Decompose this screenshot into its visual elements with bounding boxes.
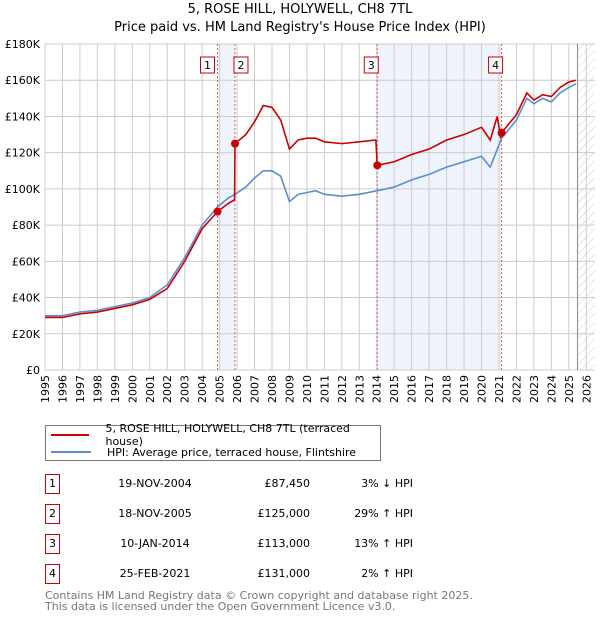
footer-licence: This data is licensed under the Open Gov… xyxy=(45,600,396,613)
sale-row: 2 18-NOV-2005 £125,000 29% ↑ HPI xyxy=(45,504,413,524)
y-tick-label: £40K xyxy=(12,292,41,305)
x-tick-label: 2023 xyxy=(528,375,541,403)
legend-label: 5, ROSE HILL, HOLYWELL, CH8 7TL (terrace… xyxy=(105,422,350,448)
sale-marker-label: 2 xyxy=(237,59,244,72)
y-tick-label: £120K xyxy=(5,147,41,160)
chart-subtitle: Price paid vs. HM Land Registry's House … xyxy=(114,20,486,35)
footer-copyright: Contains HM Land Registry data © Crown c… xyxy=(45,589,473,602)
x-tick-label: 2013 xyxy=(353,375,366,403)
sale-price: £113,000 xyxy=(257,537,311,550)
x-tick-label: 1996 xyxy=(56,375,69,403)
x-tick-label: 1998 xyxy=(91,375,104,403)
sale-price: £87,450 xyxy=(264,477,311,490)
x-tick-label: 2003 xyxy=(179,375,192,403)
x-tick-label: 1997 xyxy=(74,375,87,403)
hpi-line xyxy=(45,83,577,317)
x-tick-label: 2004 xyxy=(196,375,209,403)
sale-marker-label: 3 xyxy=(368,59,375,72)
sale-hpi-diff: 3% ↓ HPI xyxy=(361,477,413,490)
legend: 5, ROSE HILL, HOLYWELL, CH8 7TL (terrace… xyxy=(45,422,381,461)
sale-price: £131,000 xyxy=(257,567,311,580)
x-tick-label: 1999 xyxy=(109,375,122,403)
x-tick-label: 2014 xyxy=(371,375,384,403)
sale-hpi-diff: 29% ↑ HPI xyxy=(354,507,413,520)
sale-marker-box xyxy=(488,56,504,74)
sale-row: 4 25-FEB-2021 £131,000 2% ↑ HPI xyxy=(45,564,413,584)
sale-date: 25-FEB-2021 xyxy=(119,567,191,580)
sale-marker-badge: 4 xyxy=(45,564,60,584)
shaded-range xyxy=(377,44,502,370)
x-tick-label: 2015 xyxy=(388,375,401,403)
x-tick-label: 2017 xyxy=(423,375,436,403)
property-price-line xyxy=(45,79,576,319)
sale-date: 19-NOV-2004 xyxy=(118,477,192,490)
x-tick-label: 2022 xyxy=(510,375,523,403)
sale-row: 1 19-NOV-2004 £87,450 3% ↓ HPI xyxy=(45,474,413,494)
x-tick-label: 2012 xyxy=(336,375,349,403)
shaded-range xyxy=(217,44,235,370)
sale-price: £125,000 xyxy=(257,507,311,520)
x-tick-label: 1995 xyxy=(39,375,52,403)
x-tick-label: 2011 xyxy=(318,375,331,403)
blue-line-swatch xyxy=(51,451,91,453)
sale-marker-badge: 3 xyxy=(45,534,60,554)
red-line-swatch xyxy=(51,434,90,436)
sale-marker-box xyxy=(363,56,379,74)
x-tick-label: 2001 xyxy=(144,375,157,403)
y-tick-label: £160K xyxy=(5,74,41,87)
y-tick-label: £60K xyxy=(12,255,41,268)
x-tick-label: 2005 xyxy=(214,375,227,403)
x-tick-label: 2021 xyxy=(493,375,506,403)
y-tick-label: £20K xyxy=(12,328,41,341)
x-tick-label: 2009 xyxy=(283,375,296,403)
y-tick-label: £0 xyxy=(26,364,40,377)
x-tick-label: 2008 xyxy=(266,375,279,403)
y-tick-label: £100K xyxy=(5,183,41,196)
sale-date: 10-JAN-2014 xyxy=(120,537,190,550)
x-tick-label: 2006 xyxy=(231,375,244,403)
sale-hpi-diff: 13% ↑ HPI xyxy=(354,537,413,550)
x-tick-label: 2026 xyxy=(580,375,593,403)
x-tick-label: 2000 xyxy=(126,375,139,403)
price-chart: 1995 1996 1997 1998 1999 2000 2001 2002 2003 2004… xyxy=(5,38,595,403)
sale-marker-label: 1 xyxy=(204,59,211,72)
chart-title: 5, ROSE HILL, HOLYWELL, CH8 7TL xyxy=(187,2,413,17)
sale-marker-label: 4 xyxy=(492,59,499,72)
x-tick-label: 2024 xyxy=(545,375,558,403)
legend-item-hpi: HPI: Average price, terraced house, Flin… xyxy=(46,444,356,460)
x-tick-label: 2007 xyxy=(249,375,262,403)
sale-point xyxy=(497,128,506,137)
sale-point xyxy=(373,161,382,170)
x-tick-label: 2018 xyxy=(441,375,454,403)
sale-point xyxy=(213,207,222,216)
y-tick-label: £140K xyxy=(5,110,41,123)
sale-hpi-diff: 2% ↑ HPI xyxy=(361,567,413,580)
x-tick-label: 2019 xyxy=(458,375,471,403)
x-tick-label: 2002 xyxy=(161,375,174,403)
y-tick-label: £80K xyxy=(12,219,41,232)
x-tick-label: 2010 xyxy=(301,375,314,403)
legend-item-property: 5, ROSE HILL, HOLYWELL, CH8 7TL (terrace… xyxy=(46,422,380,448)
sale-marker-badge: 1 xyxy=(45,474,60,494)
sale-marker-box xyxy=(200,56,216,74)
x-tick-label: 2016 xyxy=(406,375,419,403)
x-tick-label: 2025 xyxy=(563,375,576,403)
sale-row: 3 10-JAN-2014 £113,000 13% ↑ HPI xyxy=(45,534,413,554)
legend-label: HPI: Average price, terraced house, Flin… xyxy=(107,445,357,459)
x-tick-label: 2020 xyxy=(476,375,489,403)
sale-marker-box xyxy=(233,56,249,74)
sale-marker-badge: 2 xyxy=(45,504,60,524)
y-tick-label: £180K xyxy=(5,38,41,51)
sale-point xyxy=(230,139,239,148)
sale-date: 18-NOV-2005 xyxy=(118,507,192,520)
